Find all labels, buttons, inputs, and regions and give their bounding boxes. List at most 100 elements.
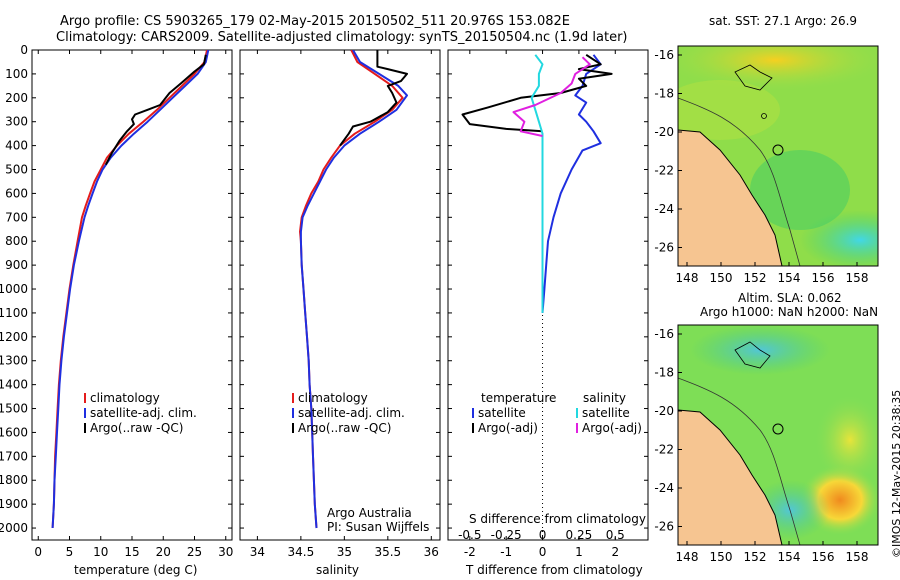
- depth-tick-label: 1100: [0, 306, 28, 320]
- depth-tick-label: 100: [5, 67, 28, 81]
- depth-tick-label: 1600: [0, 425, 28, 439]
- map-y-tick-label: -26: [654, 520, 674, 534]
- difference-line-t-argo-adj-: [461, 53, 613, 133]
- s-tick-label: 0.25: [566, 528, 593, 542]
- map-x-tick-label: 158: [846, 550, 869, 564]
- depth-tick-label: 200: [5, 91, 28, 105]
- depth-axis: 0 100 200 300 400 500 600 700 800 900 1000 1100 1200…: [0, 43, 648, 535]
- sst-isobath: [678, 97, 801, 266]
- map-y-tick-label: -26: [654, 241, 674, 255]
- sst-map-frame: [677, 45, 879, 267]
- sla-map-frame: [677, 324, 879, 546]
- sla-yellow-patch: [815, 395, 878, 485]
- depth-tick-label: 1400: [0, 378, 28, 392]
- depth-tick-label: 1700: [0, 449, 28, 463]
- depth-tick-label: 700: [5, 210, 28, 224]
- temperature-line-argo-raw-qc-: [104, 54, 207, 166]
- depth-tick-label: 1800: [0, 473, 28, 487]
- depth-tick-label: 1300: [0, 354, 28, 368]
- x-tick-label: 30: [218, 545, 233, 559]
- map-sla-label: Altim. SLA: 0.062: [738, 291, 842, 305]
- title-line-2: Climatology: CARS2009. Satellite-adjuste…: [56, 30, 628, 45]
- series-layer: [51, 50, 613, 529]
- depth-tick-label: 1200: [0, 330, 28, 344]
- legend-label: climatology: [90, 391, 160, 405]
- sst-cool-patch: [800, 210, 878, 266]
- sla-isobath: [678, 377, 801, 545]
- map-y-tick-label: -22: [654, 443, 674, 457]
- depth-tick-label: 1500: [0, 402, 28, 416]
- difference-line-s-argo-adj-: [512, 56, 591, 137]
- legend-label: Argo(..raw -QC): [298, 421, 391, 435]
- x-tick-label: 34: [250, 545, 265, 559]
- sst-warm-patch: [678, 46, 878, 90]
- map-y-tick-label: -18: [654, 87, 674, 101]
- australia-coast: [678, 129, 783, 266]
- map-y-tick-label: -24: [654, 481, 674, 495]
- sla-reef: [734, 341, 771, 369]
- legend-label: satellite-adj. clim.: [298, 406, 405, 420]
- map-x-tick-label: 156: [812, 550, 835, 564]
- difference-line-s-satellite: [530, 54, 544, 313]
- map-x-tick-label: 148: [676, 271, 699, 285]
- x-tick-label: 34.5: [288, 545, 315, 559]
- salinity-line-argo-raw-qc-: [339, 50, 408, 147]
- map-x-tick-label: 156: [812, 271, 835, 285]
- sst-map-ticks: 148 150 152 154 156 158 -16 -18 -20 -22 -24 -26: [654, 48, 868, 285]
- sst-island: [761, 113, 767, 119]
- s-tick-label: -0.5: [458, 528, 481, 542]
- map-y-tick-label: -16: [654, 48, 674, 62]
- temperature-axis-label: temperature (deg C): [74, 563, 198, 577]
- salinity-axis-label: salinity: [316, 563, 360, 577]
- x-tick-label: 10: [93, 545, 108, 559]
- temperature-panel-frame: [31, 49, 233, 541]
- x-axes: 0 5 10 15 20 25 30 34 34.5 35 35.5 36 -2 -1 0 1 2 -0.5 -0.…: [34, 50, 625, 559]
- footnote-line-2: PI: Susan Wijffels: [327, 520, 430, 534]
- sst-map: 148 150 152 154 156 158 -16 -18 -20 -22 -24 -26: [654, 45, 879, 285]
- x-tick-label: 0: [34, 545, 42, 559]
- x-tick-label: 5: [66, 545, 74, 559]
- depth-tick-label: 1900: [0, 497, 28, 511]
- temperature-series-group: [51, 50, 210, 529]
- map-y-tick-label: -22: [654, 164, 674, 178]
- depth-tick-label: 600: [5, 186, 28, 200]
- x-tick-label: -1: [500, 545, 512, 559]
- depth-tick-label: 0: [20, 43, 28, 57]
- salinity-panel-frame: [239, 49, 441, 541]
- legend-label: climatology: [298, 391, 368, 405]
- footnote-line-1: Argo Australia: [327, 506, 412, 520]
- legend-label: satellite: [478, 406, 526, 420]
- map-y-tick-label: -20: [654, 125, 674, 139]
- sst-cool-patch-2: [750, 150, 850, 230]
- legend-label: salinity: [583, 391, 626, 405]
- difference-panel-frame: [447, 49, 649, 541]
- depth-tick-label: 500: [5, 163, 28, 177]
- sst-reef: [734, 64, 773, 91]
- map-x-tick-label: 150: [710, 550, 733, 564]
- x-tick-label: 36: [424, 545, 439, 559]
- sst-warm-patch-2: [678, 80, 780, 140]
- t-difference-axis-label: T difference from climatology: [466, 563, 643, 577]
- map-x-tick-label: 150: [710, 271, 733, 285]
- map-x-tick-label: 152: [744, 550, 767, 564]
- map-y-tick-label: -20: [654, 404, 674, 418]
- argo-position-marker: [772, 144, 784, 156]
- s-tick-label: 0: [539, 528, 547, 542]
- s-tick-label: 0.5: [606, 528, 625, 542]
- x-tick-label: 35.5: [374, 545, 401, 559]
- x-tick-label: -2: [464, 545, 476, 559]
- depth-tick-label: 400: [5, 139, 28, 153]
- map-x-tick-label: 148: [676, 550, 699, 564]
- x-tick-label: 2: [611, 545, 619, 559]
- map-x-tick-label: 154: [778, 271, 801, 285]
- x-tick-label: 20: [156, 545, 171, 559]
- map-y-tick-label: -18: [654, 366, 674, 380]
- legend-label: Argo(-adj): [478, 421, 538, 435]
- map-sst-label: sat. SST: 27.1 Argo: 26.9: [709, 14, 858, 28]
- x-tick-label: 35: [337, 545, 352, 559]
- x-tick-label: 25: [187, 545, 202, 559]
- sla-map: 148 150 152 154 156 158 -16 -18 -20 -22 -24 -26: [654, 324, 879, 564]
- x-tick-label: 0: [539, 545, 547, 559]
